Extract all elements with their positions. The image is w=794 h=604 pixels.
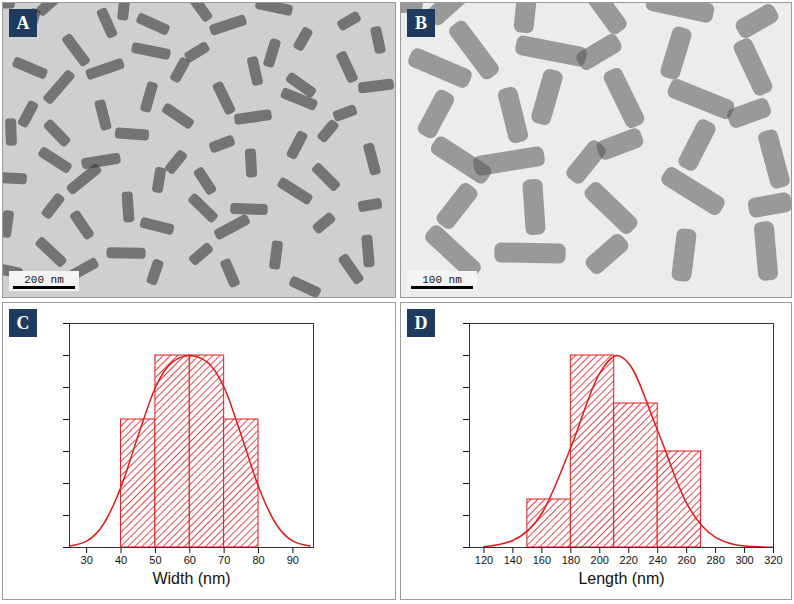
svg-text:40: 40	[115, 554, 127, 566]
svg-text:280: 280	[706, 554, 724, 566]
svg-text:90: 90	[287, 554, 299, 566]
html-text:C: C	[16, 313, 30, 333]
html-text:D: D	[414, 313, 428, 333]
svg-text:50: 50	[149, 554, 161, 566]
svg-text:100 nm: 100 nm	[422, 274, 462, 286]
svg-text:180: 180	[562, 554, 580, 566]
svg-text:140: 140	[504, 554, 522, 566]
svg-text:80: 80	[252, 554, 264, 566]
svg-text:60: 60	[184, 554, 196, 566]
svg-text:200: 200	[591, 554, 609, 566]
svg-text:Length (nm): Length (nm)	[578, 570, 664, 587]
svg-text:240: 240	[649, 554, 667, 566]
svg-text:200 nm: 200 nm	[24, 274, 64, 286]
svg-text:160: 160	[533, 554, 551, 566]
svg-text:70: 70	[218, 554, 230, 566]
svg-text:300: 300	[735, 554, 753, 566]
svg-text:320: 320	[764, 554, 782, 566]
html-text:B: B	[415, 13, 427, 33]
svg-text:Width (nm): Width (nm)	[152, 570, 230, 587]
svg-text:260: 260	[677, 554, 695, 566]
svg-text:30: 30	[81, 554, 93, 566]
svg-text:120: 120	[475, 554, 493, 566]
html-text:A: A	[16, 13, 30, 33]
svg-text:220: 220	[620, 554, 638, 566]
